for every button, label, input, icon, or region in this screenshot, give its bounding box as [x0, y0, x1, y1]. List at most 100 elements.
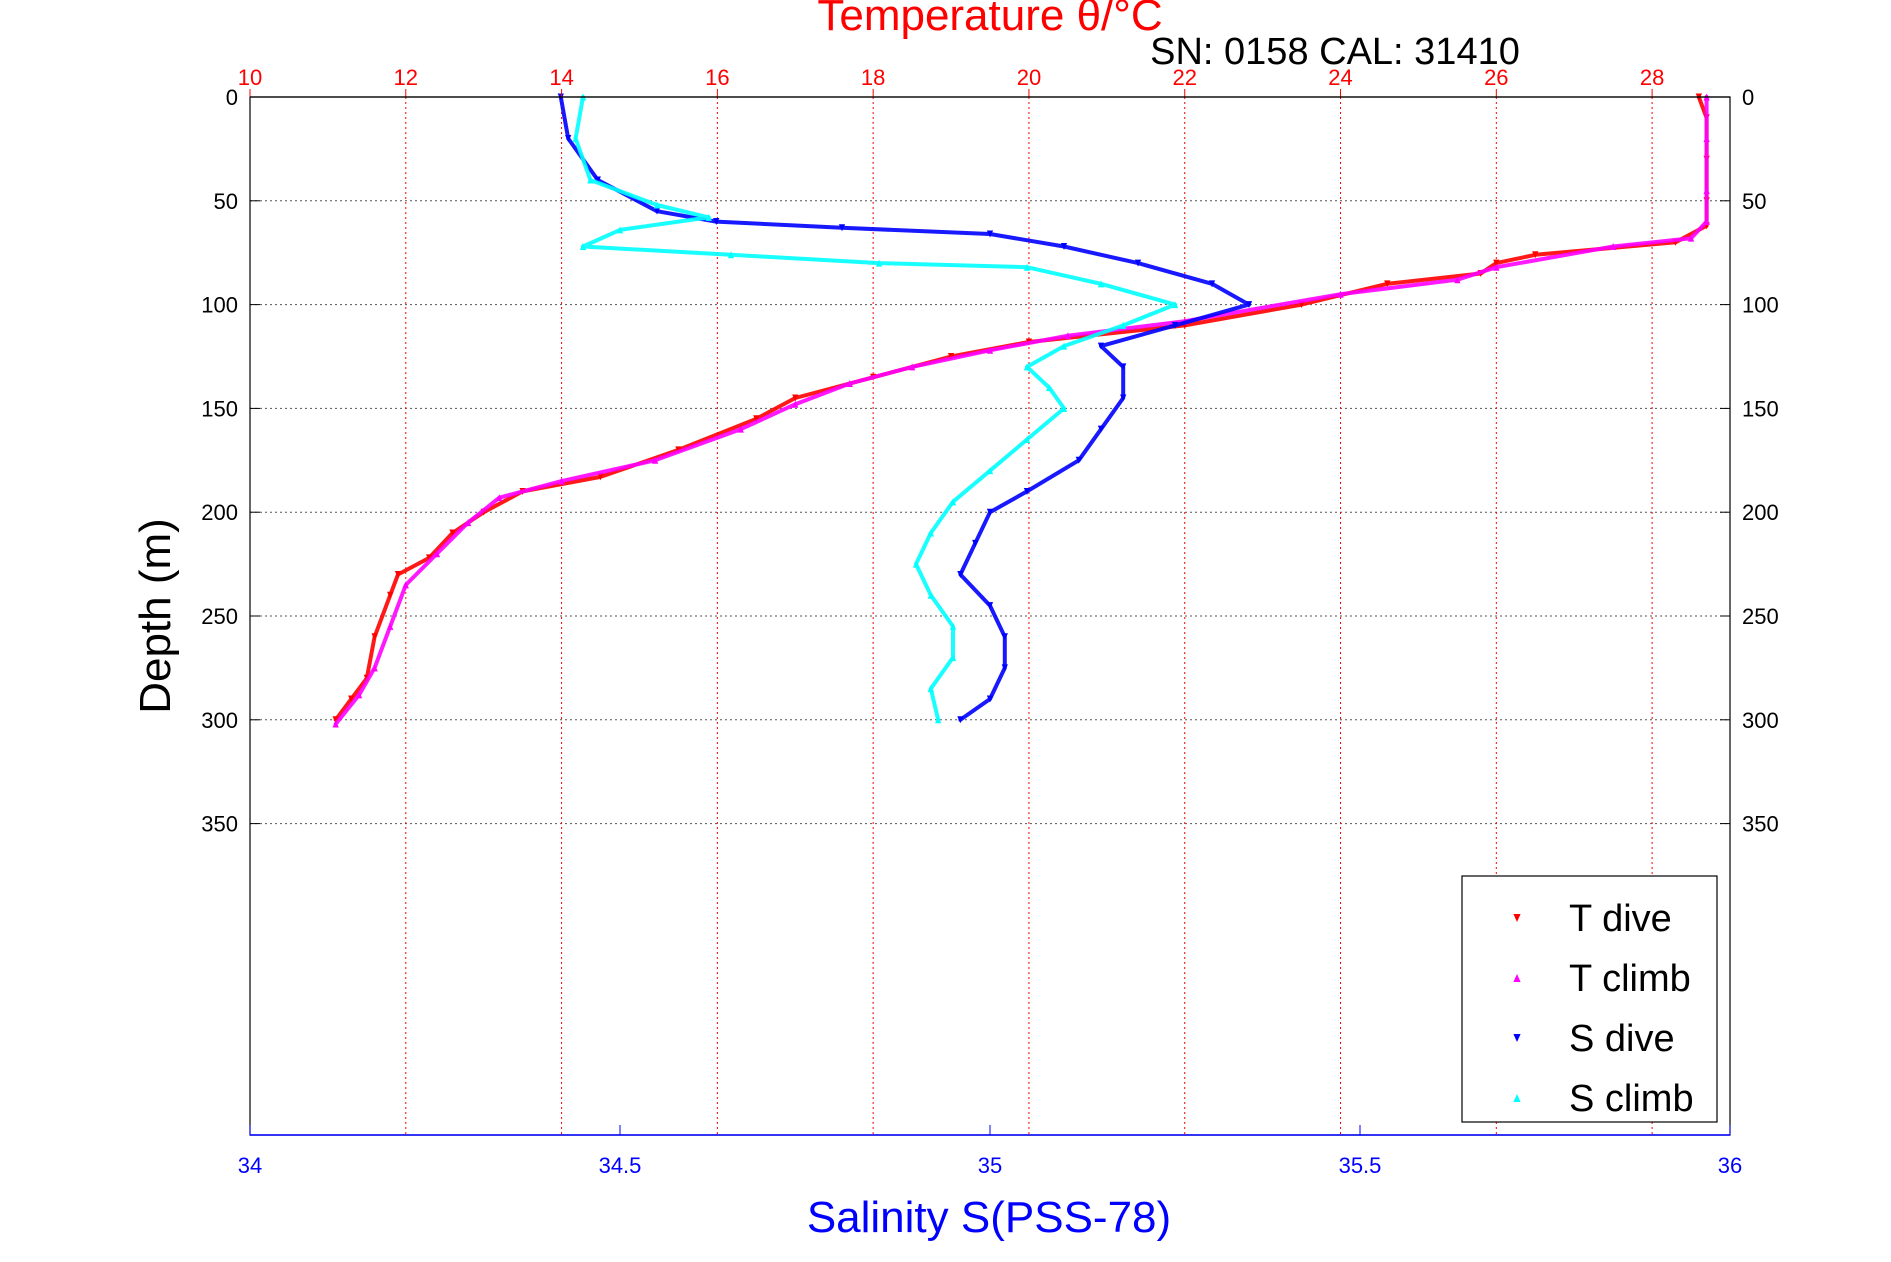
data-layer — [332, 93, 1710, 728]
y-tick-label-left: 350 — [201, 812, 238, 837]
y-tick-label-right: 150 — [1742, 396, 1779, 421]
data-point-s-dive — [1120, 394, 1127, 402]
data-point-t-climb — [1687, 234, 1695, 242]
data-point-t-climb — [1703, 135, 1710, 143]
data-point-s-climb — [1023, 363, 1031, 371]
y-tick-label-right: 250 — [1742, 604, 1779, 629]
series-t-climb — [332, 93, 1710, 728]
y-tick-label-left: 250 — [201, 604, 238, 629]
data-point-s-dive — [1075, 456, 1082, 464]
legend-label-s-climb: S climb — [1569, 1078, 1694, 1120]
data-point-t-climb — [651, 456, 659, 464]
data-point-s-dive — [565, 135, 572, 143]
y-tick-label-left: 150 — [201, 396, 238, 421]
legend-label-t-dive: T dive — [1569, 898, 1672, 940]
data-point-t-climb — [1493, 263, 1500, 271]
data-point-s-climb — [1120, 321, 1127, 329]
x-bottom-tick-label: 35 — [978, 1153, 1002, 1178]
x-top-tick-label: 14 — [549, 65, 573, 90]
data-point-t-dive — [426, 554, 433, 562]
data-point-s-climb — [875, 259, 883, 267]
data-point-s-dive — [838, 224, 846, 232]
data-point-t-climb — [387, 622, 394, 630]
data-point-s-climb — [653, 201, 661, 209]
y-tick-label-left: 0 — [226, 85, 238, 110]
x-top-tick-label: 26 — [1484, 65, 1508, 90]
y-tick-label-left: 100 — [201, 293, 238, 318]
data-point-t-dive — [1532, 251, 1539, 259]
y-tick-label-right: 0 — [1742, 85, 1754, 110]
x-bottom-tick-label: 36 — [1718, 1153, 1742, 1178]
legend-label-t-climb: T climb — [1569, 958, 1691, 1000]
data-point-s-dive — [986, 695, 994, 703]
data-point-s-dive — [957, 570, 964, 578]
x-top-tick-label: 24 — [1328, 65, 1352, 90]
data-point-s-dive — [1208, 280, 1216, 288]
data-point-s-dive — [1001, 633, 1008, 641]
y-tick-label-left: 300 — [201, 708, 238, 733]
x-top-tick-label: 22 — [1172, 65, 1196, 90]
x-top-tick-label: 18 — [861, 65, 885, 90]
data-point-t-dive — [449, 529, 456, 537]
data-point-s-dive — [713, 218, 720, 226]
data-point-t-climb — [908, 363, 916, 371]
x-top-tick-label: 16 — [705, 65, 729, 90]
data-point-t-dive — [394, 570, 402, 578]
data-point-s-dive — [1120, 363, 1127, 371]
legend-box — [1461, 875, 1718, 1123]
data-point-t-climb — [332, 720, 339, 728]
data-point-t-climb — [1454, 276, 1461, 284]
data-point-s-climb — [1097, 280, 1105, 288]
data-point-t-climb — [371, 664, 378, 672]
data-point-s-dive — [594, 176, 601, 184]
data-point-t-dive — [792, 394, 799, 402]
data-point-t-climb — [464, 519, 472, 527]
data-point-s-climb — [579, 242, 587, 250]
data-point-s-climb — [912, 560, 920, 568]
data-point-s-climb — [935, 716, 942, 724]
y-tick-label-left: 50 — [214, 189, 238, 214]
data-point-t-dive — [371, 633, 378, 641]
data-point-s-dive — [1001, 664, 1008, 672]
data-point-s-climb — [572, 135, 579, 143]
data-point-s-dive — [1134, 259, 1142, 267]
data-point-t-climb — [433, 550, 441, 558]
data-point-s-climb — [705, 213, 712, 221]
data-point-s-climb — [727, 251, 735, 259]
x-bottom-tick-label: 35.5 — [1339, 1153, 1382, 1178]
x-top-tick-label: 28 — [1640, 65, 1664, 90]
grid-layer — [250, 97, 1730, 1135]
x-bottom-tick-label: 34.5 — [599, 1153, 642, 1178]
x-axis-label-bottom: Salinity S(PSS-78) — [807, 1193, 1171, 1242]
data-point-s-dive — [1097, 425, 1105, 433]
y-axis-label: Depth (m) — [131, 518, 180, 714]
data-point-t-climb — [737, 425, 744, 433]
data-point-s-climb — [1046, 384, 1053, 392]
data-point-t-climb — [1703, 186, 1710, 194]
data-point-t-dive — [1493, 259, 1500, 267]
data-point-t-climb — [1703, 218, 1710, 226]
legend-marker-s-climb — [1513, 1094, 1521, 1102]
legend-items: T dive T climb S dive S climb — [1513, 898, 1694, 1120]
data-point-s-dive — [986, 602, 994, 610]
y-tick-label-right: 100 — [1742, 293, 1779, 318]
data-point-t-climb — [986, 346, 994, 354]
y-tick-label-right: 300 — [1742, 708, 1779, 733]
data-point-t-climb — [355, 691, 363, 699]
y-tick-label-right: 200 — [1742, 500, 1779, 525]
data-point-s-dive — [1245, 301, 1253, 309]
data-point-s-dive — [986, 230, 994, 238]
x-top-tick-label: 12 — [394, 65, 418, 90]
series-line-t-climb — [333, 95, 1709, 726]
data-point-s-dive — [653, 207, 661, 215]
x-top-tick-label: 20 — [1017, 65, 1041, 90]
data-point-s-dive — [1097, 342, 1105, 350]
data-point-s-climb — [949, 498, 957, 506]
data-point-s-climb — [1023, 436, 1031, 444]
data-point-t-climb — [1610, 242, 1617, 250]
data-point-s-dive — [986, 508, 994, 516]
data-point-s-climb — [616, 226, 624, 234]
data-point-s-climb — [1171, 301, 1179, 309]
x-top-tick-label: 10 — [238, 65, 262, 90]
data-point-s-dive — [957, 716, 964, 724]
